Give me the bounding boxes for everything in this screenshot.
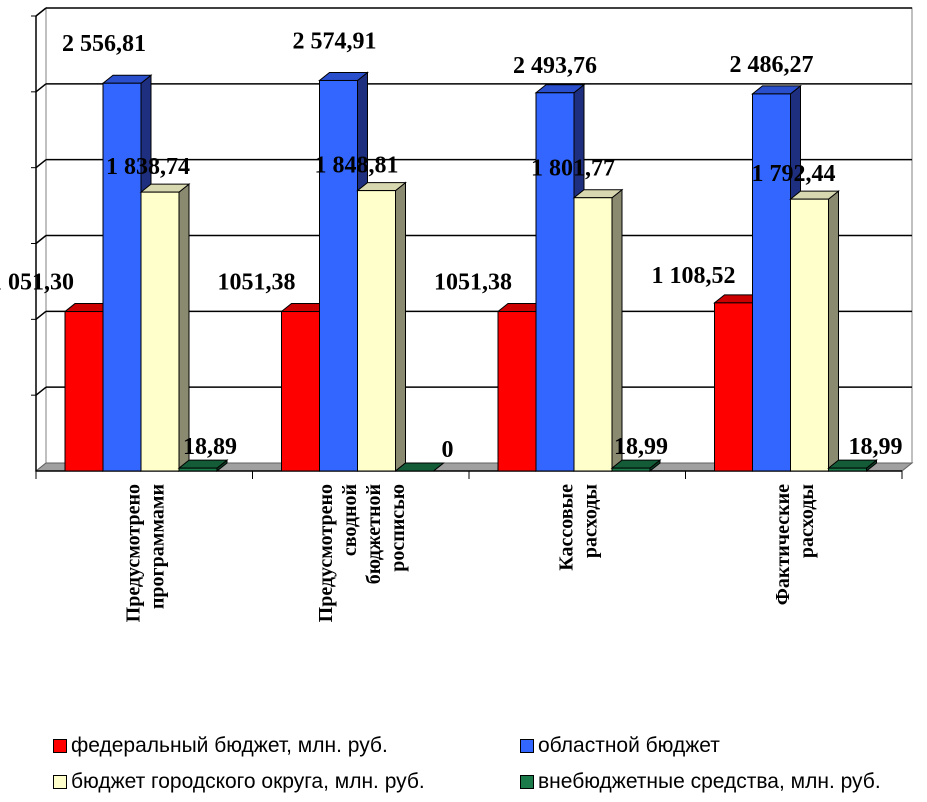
bar-offbudget-2: [394, 462, 445, 472]
data-label-city-3: 1 801,77: [531, 156, 615, 182]
category-label-4-line-1: Фактические: [772, 484, 794, 605]
category-label-3-line-1: Кассовые: [555, 484, 577, 571]
data-label-regional-4: 2 486,27: [730, 52, 814, 78]
legend-swatch-offbudget: [520, 775, 534, 789]
category-label-2-line-1: Предусмотрено: [315, 484, 337, 622]
gridline-side: [35, 7, 47, 17]
data-label-city-2: 1 848,81: [315, 153, 399, 179]
gridline-side: [35, 310, 47, 320]
data-label-regional-1: 2 556,81: [62, 31, 146, 57]
bar-city-1: [139, 183, 191, 473]
chart: 1 051,30 1051,38 1051,38 1 108,52 2 556,81 2 …: [0, 6, 914, 623]
legend-item-city: бюджет городского округа, млн. руб.: [53, 770, 425, 794]
bar-offbudget-4: [827, 459, 878, 473]
legend: федеральный бюджет, млн. руб. областной …: [0, 726, 927, 802]
data-label-offbudget-2: 0: [442, 437, 454, 463]
bar-city-4: [789, 190, 840, 473]
chart-data-labels: 1 051,30 1051,38 1051,38 1 108,52 2 556,81 2 …: [0, 28, 903, 463]
legend-swatch-regional: [520, 739, 534, 753]
bar-city-2: [356, 181, 407, 473]
chart-category-labels: Предусмотрено программами Предусмотрено сво…: [122, 484, 818, 623]
data-label-federal-2: 1051,38: [218, 270, 296, 296]
legend-label-city: бюджет городского округа, млн. руб.: [71, 770, 425, 793]
data-label-offbudget-3: 18,99: [614, 434, 668, 460]
gridline-side: [35, 234, 47, 245]
data-label-offbudget-4: 18,99: [849, 434, 903, 460]
category-label-1-line-2: программами: [146, 484, 168, 609]
legend-item-offbudget: внебюджетные средства, млн. руб.: [520, 770, 881, 794]
legend-label-regional: областной бюджет: [538, 734, 720, 757]
bar-offbudget-3: [610, 459, 662, 473]
chart-bars: [63, 71, 878, 473]
legend-swatch-federal: [53, 739, 67, 753]
bar-offbudget-1: [177, 459, 229, 473]
data-label-regional-3: 2 493,76: [513, 53, 597, 79]
data-label-federal-4: 1 108,52: [652, 263, 736, 289]
legend-swatch-city: [53, 775, 67, 789]
gridline-side: [35, 83, 47, 93]
category-label-1-line-1: Предусмотрено: [122, 484, 144, 622]
data-label-regional-2: 2 574,91: [293, 28, 377, 54]
legend-item-federal: федеральный бюджет, млн. руб.: [53, 734, 388, 758]
legend-label-offbudget: внебюджетные средства, млн. руб.: [538, 770, 881, 793]
data-label-federal-3: 1051,38: [434, 270, 512, 296]
data-label-city-4: 1 792,44: [752, 161, 836, 187]
category-label-2-line-4: росписью: [387, 484, 409, 572]
data-label-offbudget-1: 18,89: [183, 434, 237, 460]
gridline-side: [35, 386, 47, 396]
category-label-2-line-2: сводной: [339, 484, 361, 556]
data-label-city-1: 1 838,74: [106, 154, 190, 180]
data-label-federal-1: 1 051,30: [0, 270, 74, 296]
bar-city-3: [572, 188, 624, 473]
gridline-side: [35, 159, 47, 169]
legend-item-regional: областной бюджет: [520, 734, 720, 758]
legend-label-federal: федеральный бюджет, млн. руб.: [71, 734, 388, 757]
category-label-2-line-3: бюджетной: [363, 484, 385, 584]
category-label-3-line-2: расходы: [579, 484, 601, 559]
category-label-4-line-2: расходы: [796, 484, 818, 559]
